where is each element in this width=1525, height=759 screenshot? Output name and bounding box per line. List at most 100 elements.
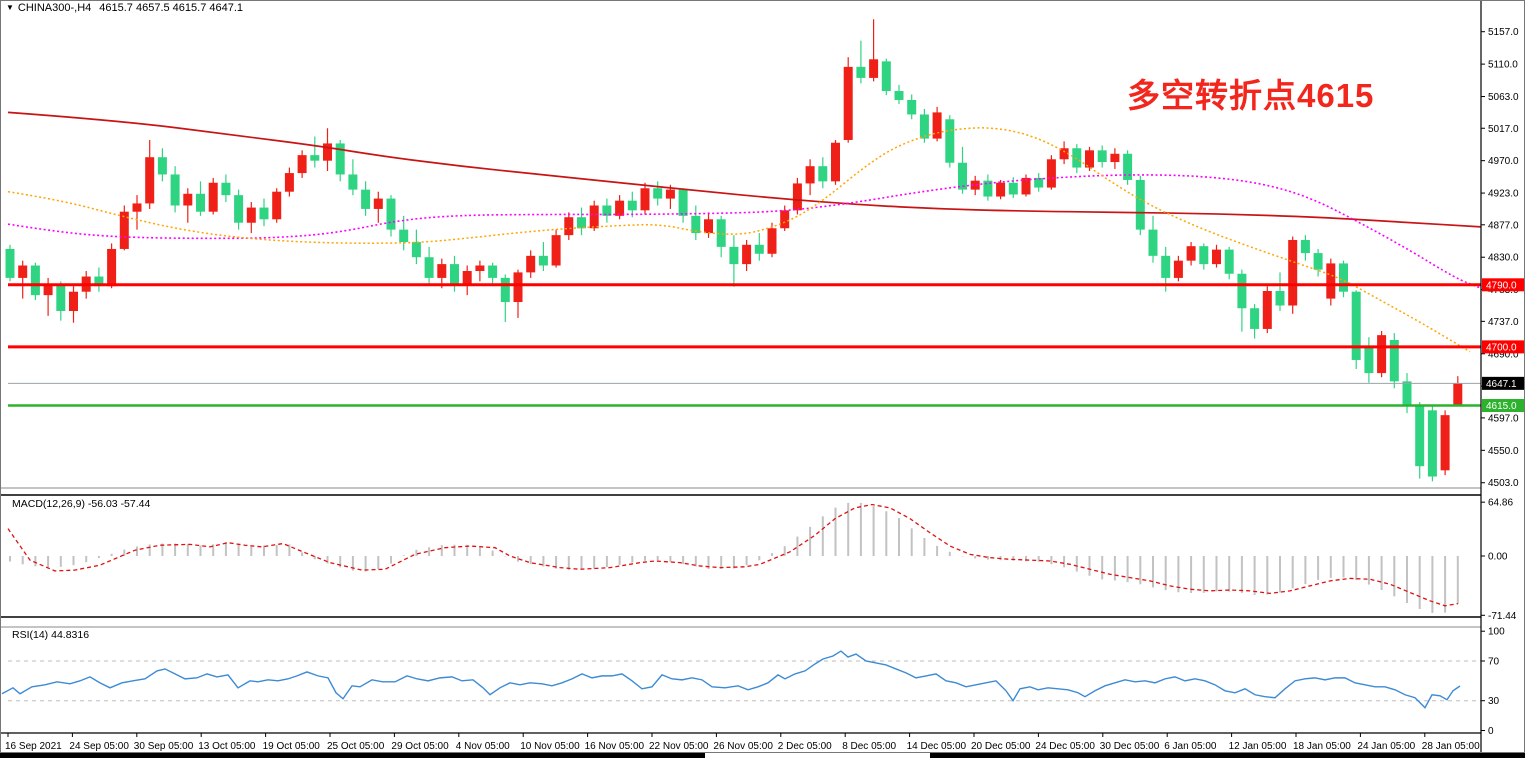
svg-text:16 Nov 05:00: 16 Nov 05:00 — [585, 741, 645, 752]
bull-candle — [526, 255, 536, 273]
bear-candle — [1097, 150, 1107, 163]
svg-text:24 Sep 05:00: 24 Sep 05:00 — [69, 741, 129, 752]
bear-candle — [221, 182, 231, 196]
bear-candle — [1008, 182, 1018, 195]
bear-candle — [729, 246, 739, 265]
bull-candle — [437, 264, 447, 278]
macd-label: MACD(12,26,9) -56.03 -57.44 — [12, 498, 150, 510]
bear-candle — [1224, 249, 1234, 274]
annotation-text: 多空转折点4615 — [1127, 77, 1375, 114]
bear-candle — [818, 166, 828, 182]
svg-text:4877.0: 4877.0 — [1488, 220, 1519, 231]
bear-candle — [1161, 255, 1171, 278]
bull-candle — [132, 203, 142, 212]
bear-candle — [907, 99, 917, 115]
svg-text:4790.0: 4790.0 — [1486, 280, 1517, 291]
svg-text:100: 100 — [1488, 627, 1505, 638]
bear-candle — [234, 195, 244, 223]
bear-candle — [856, 66, 866, 78]
candles-layer[interactable] — [5, 19, 1463, 482]
dropdown-arrow-icon[interactable]: ▼ — [6, 3, 14, 12]
svg-text:4550.0: 4550.0 — [1488, 446, 1519, 457]
ma-fast-line — [7, 127, 1471, 353]
bear-candle — [386, 198, 396, 230]
bull-candle — [323, 143, 332, 161]
bear-candle — [170, 174, 180, 206]
bear-candle — [1250, 308, 1260, 329]
bull-candle — [551, 235, 561, 266]
bull-candle — [513, 272, 523, 303]
svg-text:4923.0: 4923.0 — [1488, 189, 1519, 200]
symbol-timeframe-label: CHINA300-,H4 — [17, 2, 92, 14]
bear-candle — [1148, 229, 1158, 256]
svg-text:12 Jan 05:00: 12 Jan 05:00 — [1229, 741, 1287, 752]
bull-candle — [843, 66, 853, 140]
rsi-pane — [1, 650, 1481, 709]
bull-candle — [704, 219, 713, 234]
svg-text:16 Sep 2021: 16 Sep 2021 — [5, 741, 62, 752]
bull-candle — [284, 173, 294, 192]
bear-candle — [1364, 346, 1374, 374]
bear-candle — [1135, 179, 1145, 230]
bull-candle — [183, 193, 193, 206]
bear-candle — [424, 257, 434, 278]
bull-candle — [996, 182, 1006, 197]
bull-candle — [780, 210, 790, 229]
bear-candle — [94, 276, 104, 287]
bear-candle — [157, 157, 167, 175]
bear-candle — [1237, 273, 1247, 309]
svg-text:4 Nov 05:00: 4 Nov 05:00 — [456, 741, 510, 752]
svg-text:13 Oct 05:00: 13 Oct 05:00 — [198, 741, 256, 752]
bull-candle — [589, 205, 599, 229]
svg-text:20 Dec 05:00: 20 Dec 05:00 — [971, 741, 1031, 752]
price-badge-4615.0: 4615.0 — [1482, 398, 1525, 412]
svg-text:2 Dec 05:00: 2 Dec 05:00 — [778, 741, 832, 752]
bull-candle — [272, 191, 282, 220]
svg-text:4503.0: 4503.0 — [1488, 478, 1519, 489]
bull-candle — [1085, 150, 1094, 168]
price-badge-4647.1: 4647.1 — [1482, 376, 1525, 390]
bear-candle — [1034, 177, 1044, 188]
bear-candle — [1072, 148, 1082, 168]
bear-candle — [538, 255, 548, 266]
bear-candle — [678, 189, 688, 216]
bull-candle — [1110, 153, 1120, 163]
svg-text:5110.0: 5110.0 — [1488, 60, 1518, 71]
bear-candle — [310, 155, 320, 161]
bear-candle — [1427, 410, 1437, 477]
bear-candle — [919, 114, 929, 139]
bear-candle — [196, 193, 205, 212]
price-badge-4700.0: 4700.0 — [1482, 340, 1525, 354]
svg-text:25 Oct 05:00: 25 Oct 05:00 — [327, 741, 385, 752]
chart-title: ▼ CHINA300-,H4 4615.7 4657.5 4615.7 4647.1 — [6, 2, 243, 14]
bull-candle — [767, 228, 777, 254]
bull-candle — [932, 112, 942, 139]
svg-text:-71.44: -71.44 — [1488, 611, 1517, 622]
bull-candle — [208, 182, 218, 212]
bear-candle — [5, 248, 15, 278]
svg-text:30: 30 — [1488, 696, 1500, 707]
bull-candle — [1021, 177, 1031, 195]
bear-candle — [1275, 291, 1285, 306]
svg-text:4737.0: 4737.0 — [1488, 317, 1519, 328]
svg-text:4690.0: 4690.0 — [1488, 349, 1519, 360]
bear-candle — [1351, 291, 1361, 360]
horizontal-scrollbar[interactable] — [0, 753, 1525, 758]
bear-candle — [488, 265, 498, 278]
ma-mid-line — [7, 174, 1482, 289]
rsi-line — [1, 650, 1461, 709]
bull-candle — [69, 291, 78, 312]
svg-text:5063.0: 5063.0 — [1488, 92, 1519, 103]
bull-candle — [831, 142, 840, 182]
svg-text:8 Dec 05:00: 8 Dec 05:00 — [842, 741, 896, 752]
svg-text:4830.0: 4830.0 — [1488, 253, 1519, 264]
svg-text:30 Dec 05:00: 30 Dec 05:00 — [1100, 741, 1160, 752]
bear-candle — [983, 180, 993, 197]
svg-text:4597.0: 4597.0 — [1488, 413, 1519, 424]
bull-candle — [43, 284, 53, 296]
bull-candle — [246, 207, 256, 223]
svg-text:5017.0: 5017.0 — [1488, 124, 1519, 135]
scrollbar-thumb[interactable] — [705, 753, 930, 758]
